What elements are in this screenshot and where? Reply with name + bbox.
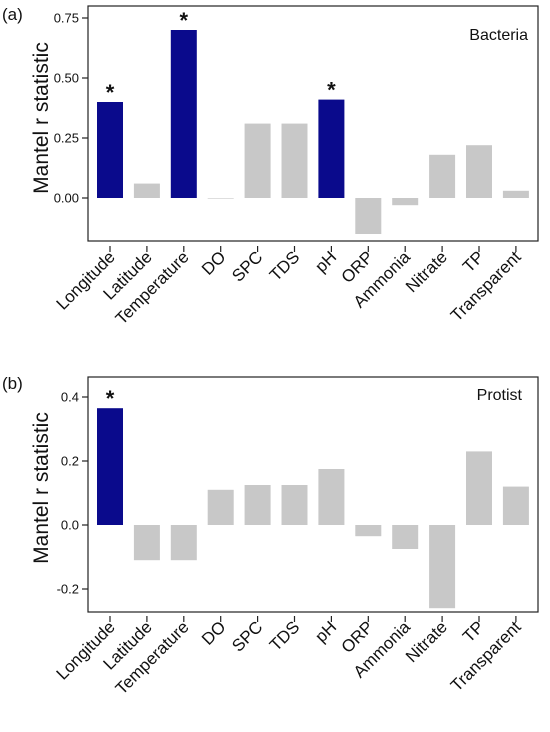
panel-a-significance-markers: * * * xyxy=(106,8,336,105)
panel-a-plot-frame xyxy=(87,5,539,242)
significance-star-ph: * xyxy=(327,78,336,103)
significance-star-temperature: * xyxy=(180,8,189,33)
bar-do xyxy=(207,489,234,525)
category-label-transparent: Transparent xyxy=(447,617,525,695)
category-label-transparent: Transparent xyxy=(447,247,525,325)
bar-tds xyxy=(281,485,308,525)
panel-a-bars xyxy=(97,30,529,234)
panel-a-y-tick-label: 0.25 xyxy=(54,131,79,146)
category-label-spc: SPC xyxy=(228,617,266,655)
panel-b: (b) Protist Mantel r statistic -0.2 0.0 0.… xyxy=(2,374,539,698)
panel-b-label: (b) xyxy=(2,374,23,393)
significance-star-longitude: * xyxy=(106,80,115,105)
panel-b-y-tick-label: 0.2 xyxy=(61,454,79,469)
bar-ph xyxy=(318,469,345,525)
bar-ammonia xyxy=(392,525,419,549)
panel-b-y-tick-label: 0.0 xyxy=(61,518,79,533)
panel-b-y-ticks: -0.2 0.0 0.2 0.4 xyxy=(57,390,88,597)
panel-b-y-tick-label: 0.4 xyxy=(61,390,79,405)
category-label-tds: TDS xyxy=(266,617,303,654)
bar-latitude xyxy=(133,183,160,198)
panel-b-bars xyxy=(97,408,529,609)
bar-tp xyxy=(466,451,492,525)
bar-tds xyxy=(281,123,308,198)
bar-nitrate xyxy=(429,154,456,198)
significance-star-longitude: * xyxy=(106,386,115,411)
bar-orp xyxy=(355,525,382,537)
category-label-tp: TP xyxy=(459,247,488,276)
panel-a: (a) Bacteria Mantel r statistic 0.00 0.25… xyxy=(2,5,539,328)
category-label-ph: pH xyxy=(311,247,340,276)
panel-a-y-tick-label: 0.75 xyxy=(54,11,79,26)
bar-transparent xyxy=(502,190,529,198)
bar-spc xyxy=(244,485,271,525)
panel-a-y-ticks: 0.00 0.25 0.50 0.75 xyxy=(54,11,88,206)
bar-longitude xyxy=(97,408,123,525)
bar-tp xyxy=(466,145,492,198)
panel-a-y-axis-label: Mantel r statistic xyxy=(30,42,53,194)
bar-ammonia xyxy=(392,198,419,206)
panel-b-y-tick-label: -0.2 xyxy=(57,582,79,597)
category-label-spc: SPC xyxy=(228,247,266,285)
bar-transparent xyxy=(502,486,529,525)
bar-temperature xyxy=(170,30,197,198)
bar-orp xyxy=(355,198,382,234)
bar-latitude xyxy=(133,525,160,561)
category-label-tp: TP xyxy=(459,617,488,646)
category-label-nitrate: Nitrate xyxy=(402,617,451,666)
panel-a-label: (a) xyxy=(2,5,23,24)
bar-spc xyxy=(244,123,271,198)
bar-ph xyxy=(318,99,345,198)
category-label-nitrate: Nitrate xyxy=(402,247,451,296)
category-label-tds: TDS xyxy=(266,247,303,284)
panel-a-y-tick-label: 0.50 xyxy=(54,71,79,86)
panel-b-significance-markers: * xyxy=(106,386,115,411)
bar-temperature xyxy=(170,525,197,561)
category-label-do: DO xyxy=(198,617,229,648)
panel-b-legend-text: Protist xyxy=(477,387,523,404)
bar-nitrate xyxy=(429,525,456,609)
category-label-do: DO xyxy=(198,247,229,278)
panel-a-legend-text: Bacteria xyxy=(469,27,528,44)
bar-longitude xyxy=(97,102,123,198)
panel-b-plot-frame xyxy=(87,376,539,613)
panel-a-y-tick-label: 0.00 xyxy=(54,191,79,206)
bar-do xyxy=(207,198,234,199)
category-label-ph: pH xyxy=(311,617,340,646)
panel-b-y-axis-label: Mantel r statistic xyxy=(30,412,53,564)
